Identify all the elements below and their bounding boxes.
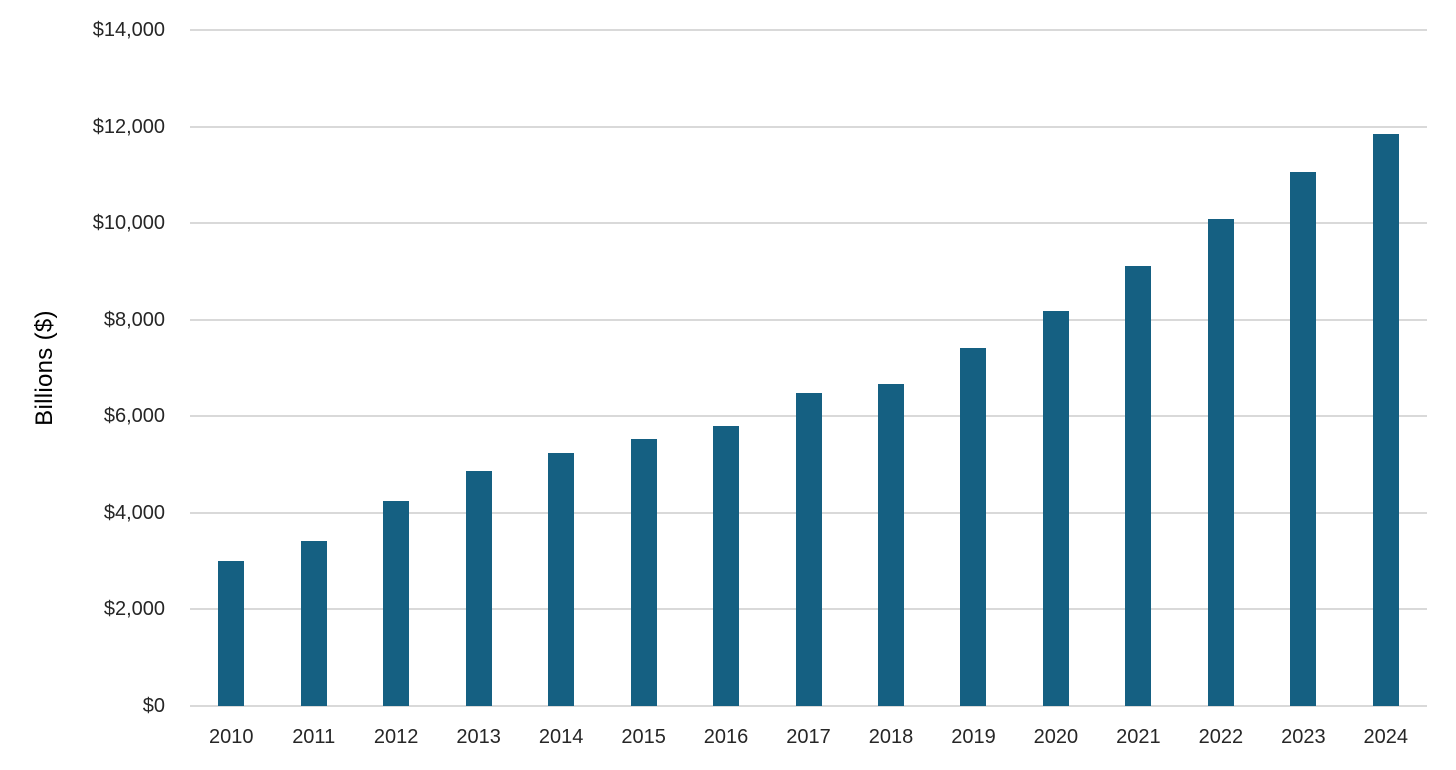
x-tick-label: 2019	[951, 726, 996, 748]
x-tick-label: 2013	[456, 726, 501, 748]
x-tick-label: 2021	[1116, 726, 1161, 748]
y-tick-label: $0	[142, 695, 165, 717]
y-tick-label: $4,000	[103, 501, 165, 524]
y-tick-label: $10,000	[92, 212, 165, 235]
bar-2019	[960, 348, 987, 706]
x-tick-label: 2011	[292, 726, 336, 748]
x-tick-label: 2010	[208, 726, 254, 748]
x-tick-label: 2022	[1198, 726, 1244, 748]
bar-slot	[850, 30, 932, 706]
bar-slot	[437, 30, 519, 706]
x-tick-label: 2024	[1363, 726, 1409, 748]
x-axis-tick-labels: 2010 2011 2012 2013 2014 2015 2016 2017 2018 2019…	[190, 723, 1427, 751]
bar-2020	[1042, 310, 1069, 706]
x-tick-label: 2020	[1033, 726, 1079, 748]
y-tick-label: $6,000	[103, 405, 165, 428]
bar-2012	[383, 500, 410, 706]
bar-2018	[877, 384, 904, 706]
bar-slot	[355, 30, 437, 706]
bar-2013	[465, 471, 492, 706]
bar-slot	[190, 30, 272, 706]
x-tick-label: 2018	[868, 726, 914, 748]
bar-slot	[1097, 30, 1179, 706]
bar-slot	[272, 30, 354, 706]
bar-2010	[218, 560, 245, 706]
x-tick-label: 2023	[1281, 726, 1326, 748]
bar-2015	[630, 439, 657, 706]
gridline	[190, 222, 1427, 225]
gridline	[190, 125, 1427, 128]
bar-2011	[300, 540, 327, 706]
x-tick-label: 2014	[538, 726, 584, 748]
bar-2024	[1372, 134, 1399, 706]
bar-2014	[548, 452, 575, 706]
bar-slot	[932, 30, 1014, 706]
y-tick-label: $8,000	[103, 308, 165, 331]
bar-slot	[1015, 30, 1097, 706]
bar-slot	[1262, 30, 1344, 706]
x-tick-label: 2017	[786, 726, 831, 748]
bar-slot	[602, 30, 684, 706]
y-tick-label: $14,000	[92, 19, 165, 41]
bar-slot	[1180, 30, 1262, 706]
plot-area	[190, 29, 1427, 707]
bar-2016	[713, 425, 740, 706]
bar-slot	[1345, 30, 1427, 706]
bar-slot	[520, 30, 602, 706]
gridline	[190, 318, 1427, 321]
x-tick-label: 2012	[373, 726, 419, 748]
bar-slot	[767, 30, 849, 706]
y-tick-label: $2,000	[103, 598, 165, 621]
bar-2017	[795, 392, 822, 706]
x-tick-label: 2015	[621, 726, 666, 748]
gridline	[190, 705, 1427, 707]
bar-slot	[685, 30, 767, 706]
bar-series	[190, 30, 1427, 706]
bar-2022	[1207, 218, 1234, 706]
x-tick-label: 2016	[703, 726, 749, 748]
bar-2023	[1290, 172, 1317, 706]
bar-2021	[1125, 266, 1152, 706]
y-tick-label: $12,000	[92, 115, 165, 138]
gridline	[190, 29, 1427, 31]
